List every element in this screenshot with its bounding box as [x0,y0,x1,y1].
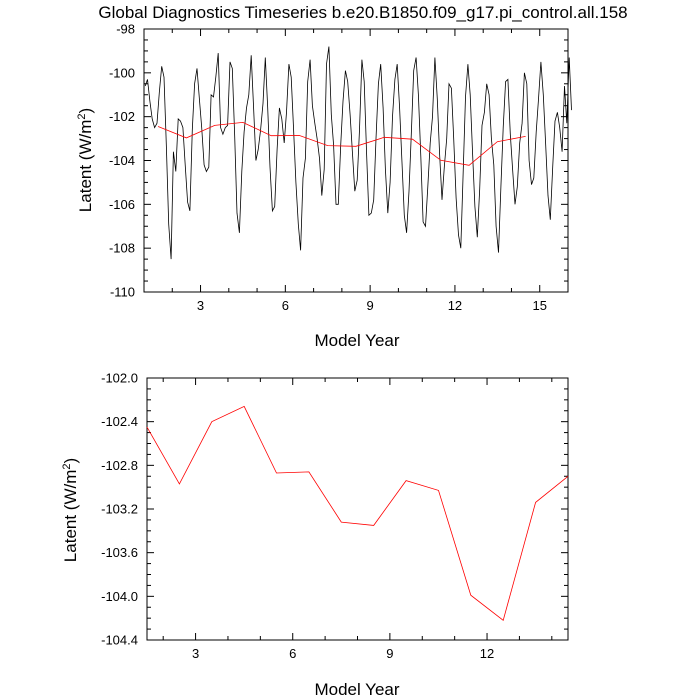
bottom-y-tick-label: -104.4 [101,633,138,648]
top-y-tick-label: -100 [109,65,135,80]
top-x-axis-label: Model Year [314,331,399,350]
bottom-plot-ticks: 3 6 9 12 -104.4 -104.0 -103.6 -103.2 -102.8 -102.… [101,371,568,661]
top-x-tick-label: 15 [532,298,546,313]
top-plot-ticks: 3 6 9 12 15 -110 -108 -106 -104 -102 -100 -98 [109,22,569,313]
bottom-plot: 3 6 9 12 -104.4 -104.0 -103.6 -103.2 -102.8 -102.… [61,371,569,699]
bottom-plot-frame [146,377,569,641]
top-series-annual-line [157,121,526,166]
top-plot-frame [143,28,569,293]
top-y-tick-label: -110 [110,285,135,300]
bottom-x-tick-label: 9 [386,646,393,661]
bottom-plot-series [146,405,569,621]
top-y-tick-label: -102 [109,109,135,124]
top-plot: 3 6 9 12 15 -110 -108 -106 -104 -102 -100 -98 Model… [76,22,572,350]
top-plot-series [144,46,572,260]
bottom-x-tick-label: 3 [192,646,199,661]
bottom-x-tick-label: 12 [480,646,494,661]
bottom-y-tick-label: -102.8 [101,458,138,473]
top-x-tick-label: 12 [448,298,462,313]
bottom-x-axis-label: Model Year [314,680,399,699]
top-x-tick-label: 3 [197,298,204,313]
top-x-tick-label: 6 [282,298,289,313]
bottom-y-tick-label: -102.4 [101,414,138,429]
top-series-monthly-line [144,46,572,260]
top-x-tick-label: 9 [367,298,374,313]
bottom-series-annual-line [146,405,569,621]
top-y-tick-label: -108 [109,241,135,256]
top-y-tick-label: -98 [116,22,135,37]
bottom-x-tick-label: 6 [289,646,296,661]
bottom-y-tick-label: -102.0 [101,371,138,386]
top-y-tick-label: -106 [109,197,135,212]
bottom-y-tick-label: -103.2 [101,502,138,517]
bottom-y-axis-label: Latent (W/m2) [61,458,80,562]
top-y-tick-label: -104 [109,153,135,168]
figure-title: Global Diagnostics Timeseries b.e20.B185… [98,3,627,22]
top-y-axis-label: Latent (W/m2) [76,108,95,212]
bottom-y-tick-label: -103.6 [101,545,138,560]
bottom-y-tick-label: -104.0 [101,589,138,604]
